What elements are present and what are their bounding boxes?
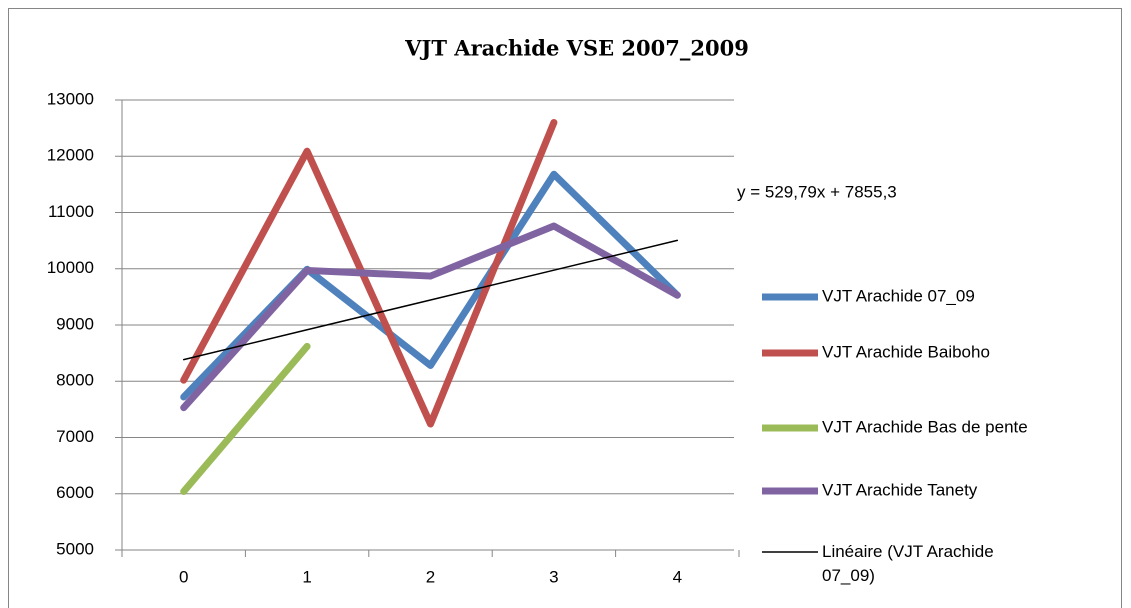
- x-tick-label: 4: [673, 567, 682, 586]
- x-tick-label: 2: [426, 567, 435, 586]
- legend-label: Linéaire (VJT Arachide 07_09): [822, 542, 994, 585]
- legend-label: VJT Arachide 07_09: [822, 286, 975, 305]
- trendline-equation: y = 529,79x + 7855,3: [737, 182, 897, 201]
- y-tick-label: 8000: [56, 371, 94, 390]
- y-tick-label: 10000: [47, 258, 94, 277]
- trendline: [182, 239, 679, 361]
- series-line: [180, 342, 311, 495]
- x-tick-label: 1: [302, 567, 311, 586]
- y-tick-label: 7000: [56, 427, 94, 446]
- chart-title: VJT Arachide VSE 2007_2009: [404, 36, 749, 61]
- legend-label: VJT Arachide Bas de pente: [822, 417, 1028, 436]
- y-tick-label: 12000: [47, 146, 94, 165]
- legend-label: VJT Arachide Tanety: [822, 480, 978, 499]
- series-line: [180, 222, 681, 412]
- y-tick-label: 11000: [48, 202, 94, 221]
- x-tick-label: 0: [179, 567, 188, 586]
- y-tick-label: 5000: [56, 539, 94, 558]
- legend-label: VJT Arachide Baiboho: [822, 342, 990, 361]
- chart-frame: [8, 8, 1122, 608]
- y-tick-label: 6000: [56, 483, 94, 502]
- x-tick-label: 3: [549, 567, 558, 586]
- y-tick-label: 9000: [56, 314, 94, 333]
- series-line: [180, 119, 558, 428]
- y-tick-label: 13000: [47, 89, 94, 108]
